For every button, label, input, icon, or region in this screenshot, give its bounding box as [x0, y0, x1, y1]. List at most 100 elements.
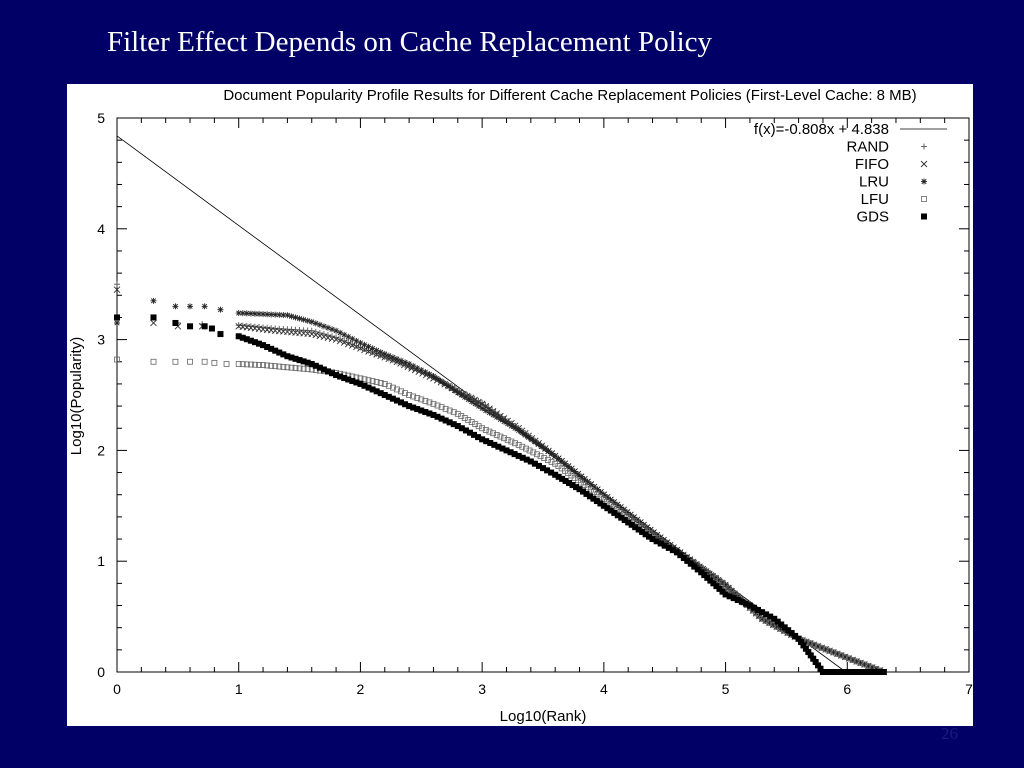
data-point-fill — [329, 370, 336, 377]
data-point-fill — [348, 342, 356, 349]
data-point-fill — [373, 388, 380, 395]
data-point — [698, 569, 705, 576]
data-point-fill — [865, 663, 872, 669]
data-point-fill — [402, 401, 409, 408]
data-point-fill — [535, 441, 542, 448]
data-point-fill — [519, 443, 526, 450]
data-point-fill — [300, 358, 307, 365]
data-point — [172, 319, 179, 326]
data-point-fill — [472, 400, 479, 407]
data-point-fill — [604, 505, 611, 512]
data-point-fill — [437, 377, 444, 384]
x-axis: 0 1 2 3 4 5 6 7 — [113, 118, 973, 697]
chart-svg: Document Popularity Profile Results for … — [68, 87, 973, 725]
data-point-fill — [844, 669, 851, 675]
data-point-fill — [657, 540, 664, 547]
data-point-fill — [762, 617, 769, 624]
data-point — [454, 410, 461, 417]
data-point-fill — [759, 609, 766, 616]
data-point-fill — [316, 332, 324, 340]
data-point-fill — [465, 396, 472, 403]
data-point-fill — [766, 619, 773, 626]
data-point-fill — [810, 655, 817, 662]
data-point-fill — [336, 337, 344, 345]
data-point — [114, 319, 120, 326]
data-point — [187, 323, 194, 330]
data-point — [284, 312, 291, 319]
data-point-fill — [402, 390, 408, 397]
data-point-fill — [389, 395, 396, 402]
data-point-fill — [532, 439, 539, 446]
data-point-fill — [504, 436, 511, 443]
data-point-fill — [523, 445, 529, 452]
data-point-fill — [526, 447, 533, 454]
data-point-fill — [446, 419, 453, 426]
data-point-fill — [239, 361, 246, 368]
data-point-fill — [635, 526, 642, 533]
data-point-fill — [466, 429, 473, 436]
data-point — [819, 669, 826, 675]
data-point-fill — [834, 650, 841, 657]
plot-frame — [116, 117, 970, 673]
data-point-fill — [497, 416, 504, 423]
data-point-fill — [818, 644, 825, 651]
data-point-fill — [738, 598, 745, 605]
data-point — [332, 336, 340, 343]
data-point — [284, 353, 291, 360]
page-number: 26 — [941, 724, 958, 743]
data-point-fill — [472, 421, 479, 428]
data-point-fill — [468, 419, 475, 425]
data-point — [515, 441, 522, 448]
legend-label: LFU — [861, 191, 889, 208]
data-point-fill — [497, 412, 504, 420]
data-point-fill — [579, 488, 586, 495]
x-tick-label: 4 — [600, 681, 608, 697]
data-point-fill — [344, 340, 352, 348]
data-point-fill — [361, 382, 368, 389]
data-point-fill — [876, 669, 883, 675]
data-point-fill — [548, 450, 555, 457]
data-point-fill — [559, 475, 566, 482]
data-point-fill — [501, 435, 507, 442]
data-point-fill — [807, 652, 814, 659]
data-point-fill — [523, 456, 530, 463]
data-point-fill — [398, 399, 404, 406]
data-point — [333, 372, 340, 379]
data-point — [430, 400, 437, 407]
data-point-fill — [365, 348, 372, 355]
data-point-fill — [792, 632, 799, 639]
data-point-fill — [243, 361, 250, 368]
y-tick-label: 1 — [97, 553, 105, 569]
data-point — [235, 310, 242, 317]
data-point — [503, 447, 510, 454]
data-point — [746, 602, 753, 609]
data-point-fill — [571, 468, 578, 475]
data-point — [673, 549, 680, 556]
data-point-fill — [369, 378, 376, 385]
data-point-fill — [300, 316, 307, 323]
data-point-fill — [414, 395, 421, 401]
y-tick-label: 0 — [97, 664, 105, 680]
data-point — [211, 359, 218, 366]
data-point-fill — [639, 528, 646, 535]
data-point-fill — [252, 361, 258, 368]
data-point-fill — [414, 406, 421, 413]
data-point-fill — [288, 313, 295, 320]
data-point-fill — [802, 645, 809, 652]
data-point-fill — [461, 415, 468, 421]
data-point — [150, 358, 157, 365]
data-point-fill — [247, 337, 254, 344]
data-point — [150, 314, 157, 321]
data-point-fill — [583, 490, 590, 497]
data-point-fill — [410, 404, 417, 411]
x-tick-label: 7 — [965, 681, 973, 697]
data-point — [308, 327, 315, 334]
data-point-fill — [838, 652, 845, 659]
y-tick-label: 3 — [97, 332, 105, 348]
x-tick-label: 5 — [722, 681, 730, 697]
data-point-fill — [755, 606, 762, 613]
data-point-fill — [848, 669, 855, 675]
data-point — [333, 327, 340, 334]
data-point-fill — [542, 445, 549, 452]
y-axis-label: Log10(Popularity) — [68, 337, 85, 455]
